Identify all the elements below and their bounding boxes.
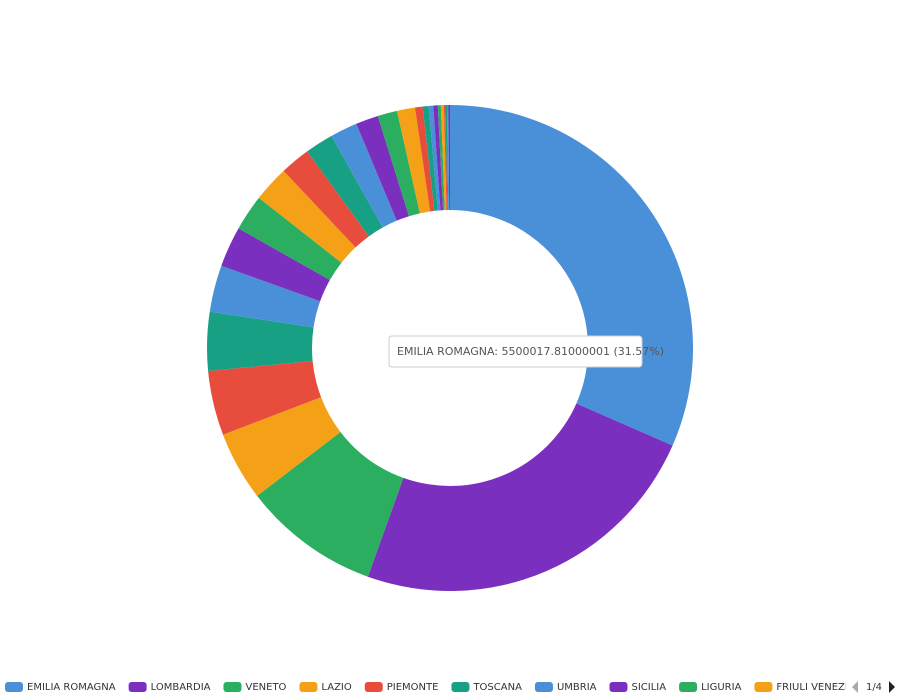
slice xyxy=(283,151,369,248)
slice xyxy=(445,105,449,211)
legend-swatch xyxy=(223,682,242,692)
slice xyxy=(307,135,383,237)
legend-label: LAZIO xyxy=(321,682,351,693)
legend-swatch xyxy=(364,682,383,692)
legend-swatch xyxy=(679,682,698,692)
legend-swatch xyxy=(128,682,147,692)
slice xyxy=(209,265,321,328)
legend-label: EMILIA ROMAGNA xyxy=(27,682,116,693)
legend-label: VENETO xyxy=(245,682,286,693)
slice xyxy=(356,115,409,221)
slice xyxy=(223,397,341,496)
slice xyxy=(206,311,314,371)
slice xyxy=(450,105,693,446)
legend-label: UMBRIA xyxy=(557,682,597,693)
slice xyxy=(433,105,444,211)
tooltip-text: EMILIA ROMAGNA: 5500017.81000001 (31.57%… xyxy=(397,345,664,358)
legend-label: SICILIA xyxy=(631,682,666,693)
legend-swatch xyxy=(534,682,553,692)
legend-prev[interactable] xyxy=(852,681,858,693)
legend-label: PIEMONTE xyxy=(387,682,439,693)
legend: EMILIA ROMAGNA LOMBARDIA VENETO LAZIO PIEMON… xyxy=(5,682,891,693)
legend-next[interactable] xyxy=(889,681,895,693)
slice xyxy=(396,107,431,214)
legend-label: TOSCANA xyxy=(472,682,522,693)
slice xyxy=(331,123,397,228)
legend-swatch xyxy=(609,682,628,692)
slice xyxy=(377,110,420,217)
slice xyxy=(446,105,450,211)
slice xyxy=(367,403,673,591)
legend-swatch xyxy=(5,682,23,692)
slice xyxy=(238,197,342,281)
slice xyxy=(422,105,438,211)
slice xyxy=(443,105,448,211)
slice xyxy=(208,361,322,435)
slice xyxy=(414,106,435,212)
legend-swatch xyxy=(299,682,318,692)
slice xyxy=(448,105,450,211)
legend-label: LIGURIA xyxy=(701,682,741,693)
slice xyxy=(437,105,445,211)
tooltip-box xyxy=(388,335,643,368)
slice xyxy=(428,105,441,211)
legend-page: 1/4 xyxy=(866,682,882,693)
slice xyxy=(258,170,356,263)
legend-label: FRIULI VENEZIA GIULIA xyxy=(776,682,891,693)
slice xyxy=(221,228,330,302)
legend-swatch xyxy=(754,682,773,692)
slice xyxy=(257,431,404,577)
slice xyxy=(440,105,447,211)
legend-label: LOMBARDIA xyxy=(151,682,211,693)
legend-swatch xyxy=(451,682,470,692)
tooltip: EMILIA ROMAGNA: 5500017.81000001 (31.57%… xyxy=(388,335,664,368)
